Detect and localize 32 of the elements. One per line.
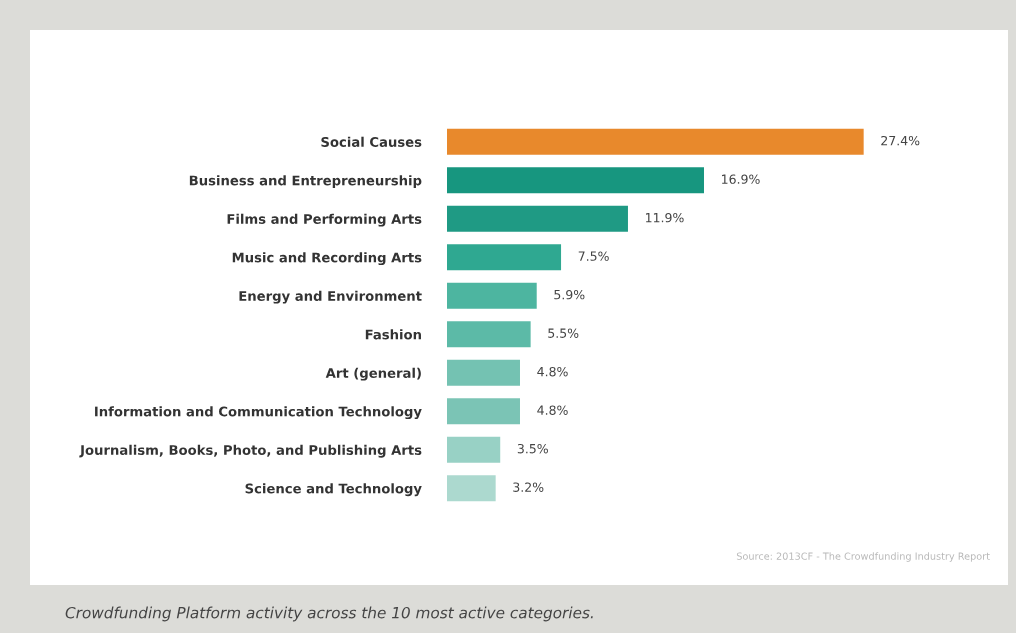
bar <box>447 321 531 348</box>
y-tick-label: Business and Entrepreneurship <box>189 175 422 188</box>
y-tick-label: Fashion <box>365 329 421 340</box>
y-tick-label: Information and Communication Technology <box>95 406 422 420</box>
bar <box>447 359 520 386</box>
data-label: 5.5% <box>548 328 579 338</box>
data-label: 4.8% <box>537 405 568 415</box>
bar <box>447 282 537 309</box>
y-tick-label: Art (general) <box>325 367 421 381</box>
y-tick-label: Journalism, Books, Photo, and Publishing Arts <box>79 444 422 458</box>
y-tick-label: Energy and Environment <box>239 290 422 304</box>
data-label: 7.5% <box>578 251 609 261</box>
data-label: 3.2% <box>513 482 544 492</box>
bar <box>447 398 520 425</box>
bar <box>447 128 864 155</box>
y-tick-label: Social Causes <box>321 136 422 147</box>
bar <box>447 205 628 232</box>
bar <box>447 436 501 463</box>
bar <box>447 244 562 271</box>
text: Crowdfunding Platform activity across the 10 most active categories. <box>65 606 593 622</box>
bar <box>447 167 704 194</box>
y-tick-label: Science and Technology <box>245 483 422 497</box>
y-tick-label: Films and Performing Arts <box>227 213 422 227</box>
source-note: Source: 2013CF - The Crowdfunding Industry Report <box>736 552 990 562</box>
data-label: 27.4% <box>881 135 920 146</box>
data-label: 16.9% <box>722 174 760 184</box>
data-label: 4.8% <box>537 366 568 377</box>
data-label: 11.9% <box>646 212 684 223</box>
data-label: 3.5% <box>517 443 548 454</box>
bar <box>447 475 496 502</box>
data-label: 5.9% <box>554 289 585 300</box>
y-tick-label: Music and Recording Arts <box>232 252 422 266</box>
